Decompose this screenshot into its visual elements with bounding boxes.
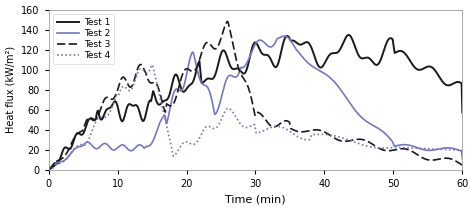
- Test 1: [225, 59, 231, 61]
- Test 4: [100, 116, 106, 118]
- Y-axis label: Heat flux (kW/m²): Heat flux (kW/m²): [6, 46, 16, 133]
- Test 4: [149, 64, 155, 66]
- Test 2: [116, 146, 121, 149]
- Line: Test 3: Test 3: [49, 21, 462, 170]
- Test 4: [185, 141, 191, 144]
- Test 2: [282, 35, 287, 37]
- Test 1: [459, 111, 465, 114]
- Test 4: [264, 128, 269, 131]
- Test 3: [100, 100, 106, 102]
- Line: Test 2: Test 2: [49, 36, 462, 170]
- Test 4: [116, 95, 121, 97]
- Test 1: [116, 108, 121, 111]
- Test 2: [46, 168, 52, 171]
- Test 1: [46, 168, 52, 171]
- Test 3: [459, 165, 465, 168]
- Test 2: [459, 158, 465, 160]
- Legend: Test 1, Test 2, Test 3, Test 4: Test 1, Test 2, Test 3, Test 4: [53, 14, 114, 64]
- Test 2: [100, 142, 106, 145]
- Test 1: [346, 34, 351, 36]
- X-axis label: Time (min): Time (min): [225, 194, 286, 205]
- Test 3: [46, 169, 52, 171]
- Test 1: [100, 115, 106, 118]
- Test 1: [185, 85, 191, 88]
- Test 2: [225, 75, 231, 78]
- Test 3: [225, 20, 230, 23]
- Test 3: [116, 87, 121, 89]
- Test 3: [264, 120, 269, 122]
- Test 3: [272, 125, 278, 128]
- Test 3: [226, 22, 231, 25]
- Test 4: [459, 157, 465, 159]
- Test 1: [263, 54, 269, 56]
- Test 1: [272, 65, 277, 68]
- Line: Test 4: Test 4: [49, 65, 462, 170]
- Test 2: [185, 66, 191, 68]
- Test 3: [185, 68, 191, 70]
- Test 4: [226, 107, 231, 109]
- Test 2: [263, 43, 269, 46]
- Test 2: [272, 43, 277, 45]
- Line: Test 1: Test 1: [49, 35, 462, 170]
- Test 4: [46, 168, 52, 171]
- Test 4: [272, 125, 278, 128]
